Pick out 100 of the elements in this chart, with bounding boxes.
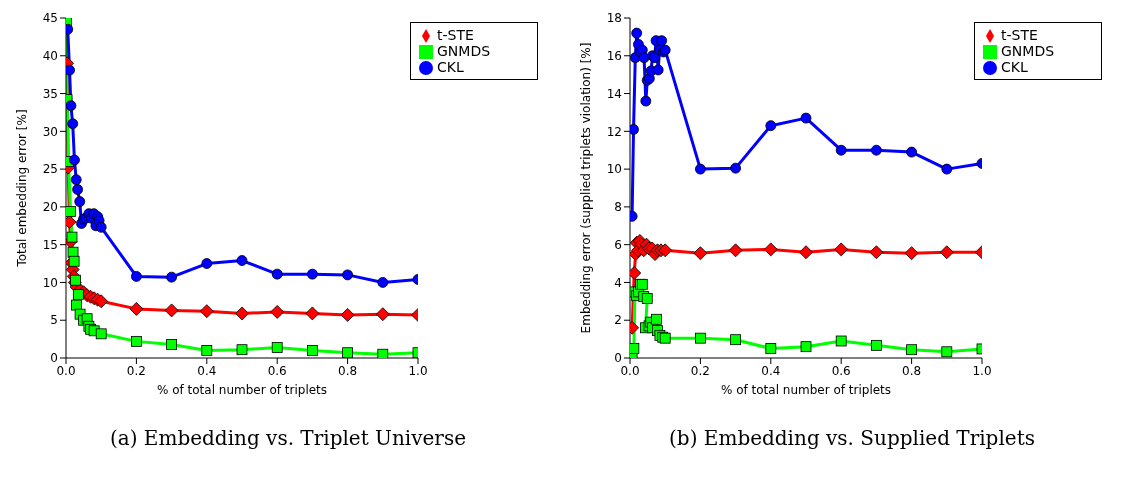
point bbox=[640, 95, 652, 107]
point bbox=[800, 112, 812, 124]
x-tick-label: 0.2 bbox=[126, 363, 146, 378]
point bbox=[906, 344, 917, 356]
point bbox=[658, 243, 673, 258]
point bbox=[763, 242, 778, 257]
y-tick-label: 16 bbox=[606, 49, 622, 64]
point bbox=[131, 335, 142, 347]
y-tick-label: 25 bbox=[42, 162, 58, 177]
point bbox=[871, 144, 882, 156]
legend-label: t-STE bbox=[1001, 27, 1038, 43]
point bbox=[630, 343, 640, 354]
point bbox=[307, 268, 318, 280]
point bbox=[270, 305, 285, 319]
point bbox=[340, 308, 355, 322]
y-tick-label: 5 bbox=[50, 313, 58, 328]
point bbox=[730, 162, 741, 174]
point bbox=[765, 120, 777, 132]
point bbox=[307, 345, 318, 356]
point bbox=[131, 271, 142, 282]
point bbox=[904, 246, 919, 261]
legend-label: t-STE bbox=[437, 27, 474, 43]
legend-label: CKL bbox=[1001, 59, 1028, 75]
y-tick-label: 10 bbox=[42, 275, 58, 290]
point bbox=[342, 347, 353, 358]
point bbox=[656, 35, 668, 47]
point bbox=[70, 274, 81, 286]
point bbox=[835, 144, 847, 156]
point bbox=[375, 307, 390, 322]
point bbox=[236, 344, 248, 356]
x-tick-label: 1.0 bbox=[408, 363, 428, 378]
x-tick-label: 0.4 bbox=[761, 363, 781, 378]
y-tick-label: 0 bbox=[614, 351, 622, 366]
y-tick-label: 8 bbox=[614, 200, 622, 215]
point bbox=[695, 332, 706, 344]
point bbox=[70, 174, 82, 186]
x-tick-label: 0.8 bbox=[902, 363, 922, 378]
y-tick-label: 45 bbox=[42, 11, 58, 26]
x-axis-title: % of total number of triplets bbox=[156, 383, 328, 397]
point bbox=[377, 277, 389, 288]
point bbox=[69, 154, 80, 166]
point bbox=[271, 268, 283, 280]
point bbox=[94, 294, 109, 309]
point bbox=[66, 231, 78, 243]
point bbox=[129, 301, 144, 316]
point bbox=[166, 339, 177, 350]
y-tick-label: 20 bbox=[42, 200, 58, 215]
y-tick-label: 6 bbox=[614, 237, 622, 252]
point bbox=[906, 146, 917, 158]
point bbox=[800, 341, 812, 353]
point bbox=[377, 348, 389, 358]
point bbox=[835, 335, 847, 347]
point bbox=[941, 346, 953, 358]
legend-label: GNMDS bbox=[437, 43, 491, 59]
y-tick-label: 0 bbox=[50, 351, 58, 366]
y-tick-label: 40 bbox=[42, 49, 58, 64]
point bbox=[652, 64, 664, 76]
point bbox=[799, 245, 813, 260]
point bbox=[939, 245, 954, 260]
point bbox=[765, 343, 777, 354]
point bbox=[72, 289, 84, 300]
legend-label: GNMDS bbox=[1001, 43, 1055, 59]
y-axis-title: Total embedding error [%] bbox=[15, 109, 30, 268]
point bbox=[67, 246, 79, 258]
point bbox=[271, 342, 283, 353]
point bbox=[631, 27, 643, 39]
legend-label: CKL bbox=[437, 59, 464, 75]
x-tick-label: 0.0 bbox=[620, 363, 640, 378]
point bbox=[164, 303, 179, 318]
y-tick-label: 30 bbox=[42, 124, 58, 139]
x-tick-label: 0.6 bbox=[831, 363, 851, 378]
point bbox=[67, 118, 79, 130]
y-tick-label: 4 bbox=[614, 275, 622, 290]
point bbox=[236, 255, 248, 266]
x-tick-label: 0.2 bbox=[690, 363, 710, 378]
point bbox=[74, 196, 86, 207]
point bbox=[730, 334, 741, 346]
x-tick-label: 1.0 bbox=[972, 363, 992, 378]
point bbox=[693, 246, 708, 261]
x-axis-title: % of total number of triplets bbox=[720, 383, 892, 397]
point bbox=[235, 306, 249, 321]
y-tick-label: 12 bbox=[606, 124, 622, 139]
point bbox=[201, 345, 213, 356]
point bbox=[166, 271, 177, 283]
point bbox=[651, 313, 662, 325]
point bbox=[66, 100, 77, 112]
point bbox=[342, 269, 353, 281]
y-tick-label: 14 bbox=[606, 86, 622, 101]
point bbox=[201, 258, 213, 269]
text: (b) Embedding vs. Supplied Triplets bbox=[668, 426, 1036, 450]
point bbox=[66, 206, 76, 217]
y-tick-label: 10 bbox=[606, 162, 622, 177]
y-tick-label: 15 bbox=[42, 237, 58, 252]
text: (a) Embedding vs. Triplet Universe bbox=[108, 426, 468, 450]
x-tick-label: 0.4 bbox=[197, 363, 217, 378]
point bbox=[869, 245, 884, 260]
point bbox=[95, 328, 107, 340]
y-tick-label: 2 bbox=[614, 313, 622, 328]
point bbox=[695, 163, 706, 175]
point bbox=[199, 304, 214, 319]
